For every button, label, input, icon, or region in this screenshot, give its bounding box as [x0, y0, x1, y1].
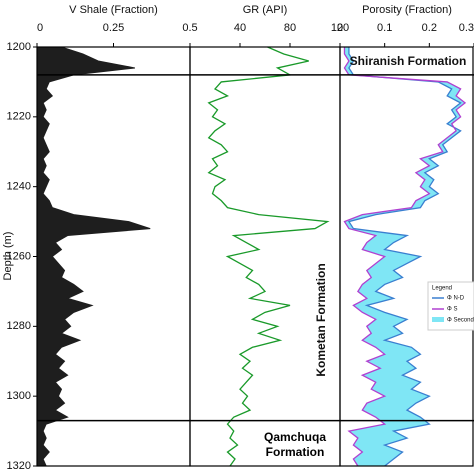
x-tick-label: 0.1 [377, 22, 392, 34]
track-title: V Shale (Fraction) [69, 4, 158, 16]
formation-label: Shiranish Formation [350, 54, 467, 68]
line [207, 46, 330, 467]
y-axis-label: Depth (m) [2, 232, 14, 281]
legend-label: Φ N-D [447, 296, 465, 302]
area [36, 46, 151, 467]
track-frame [339, 46, 474, 467]
y-tick-label: 1260 [7, 250, 31, 262]
formation-label: Kometan Formation [314, 263, 328, 376]
legend-label: Φ S [447, 307, 457, 313]
track-title: GR (API) [243, 4, 288, 16]
track-title: Porosity (Fraction) [362, 4, 452, 16]
track-frame [189, 46, 341, 467]
y-tick-label: 1300 [7, 390, 31, 402]
y-tick-label: 1240 [7, 181, 31, 193]
x-tick-label: 0 [337, 22, 343, 34]
y-tick-label: 1200 [7, 41, 31, 53]
x-tick-label: 0.25 [103, 22, 124, 34]
x-tick-label: 0.2 [422, 22, 437, 34]
x-tick-label: 0 [37, 22, 43, 34]
legend-swatch [432, 317, 444, 322]
x-tick-label: 80 [284, 22, 296, 34]
legend-label: Φ Secondary [447, 318, 474, 324]
formation-label: Qamchuqa Formation [263, 430, 326, 459]
secondary-fill [344, 47, 466, 466]
line [343, 47, 467, 467]
x-tick-label: 0.5 [182, 22, 197, 34]
line [347, 47, 462, 467]
x-tick-label: 0.3 [459, 22, 474, 34]
legend: Legend Φ N-D Φ S Φ Secondary [427, 281, 474, 331]
y-tick-label: 1320 [7, 460, 31, 472]
x-tick-label: 40 [234, 22, 246, 34]
y-tick-label: 1280 [7, 320, 31, 332]
legend-title: Legend [432, 286, 452, 292]
y-tick-label: 1220 [7, 111, 31, 123]
x-tick-label: 120 [331, 22, 349, 34]
